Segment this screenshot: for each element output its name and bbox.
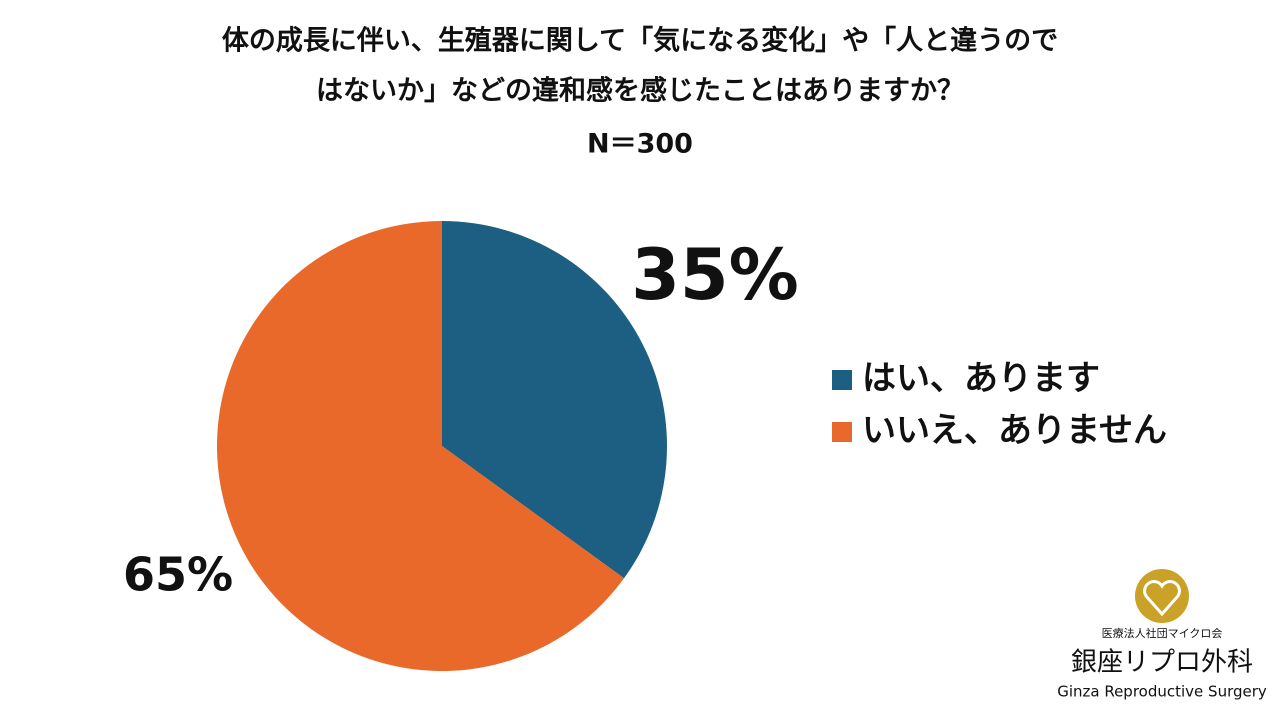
chart-title: 体の成長に伴い、生殖器に関して「気になる変化」や「人と違うので	[222, 25, 1058, 57]
logo: 医療法人社団マイクロ会 銀座リプロ外科 Ginza Reproductive S…	[1057, 569, 1267, 701]
pie-slice	[442, 221, 667, 579]
legend-label: いいえ、ありません	[862, 411, 1167, 451]
pie-slice	[216, 221, 625, 671]
legend-label: はい、あります	[862, 359, 1100, 399]
logo-name: 銀座リプロ外科	[1071, 648, 1253, 678]
legend-swatch	[832, 370, 852, 390]
legend-swatch	[832, 422, 852, 442]
logo-heart	[1143, 580, 1181, 617]
chart-subtitle: N＝300	[587, 129, 693, 160]
data-label: 35%	[631, 234, 799, 316]
chart-title: はないか」などの違和感を感じたことはありますか？	[316, 75, 964, 107]
data-label: 65%	[123, 548, 233, 602]
logo-name-en: Ginza Reproductive Surgery	[1057, 683, 1267, 701]
logo-org: 医療法人社団マイクロ会	[1102, 626, 1223, 640]
